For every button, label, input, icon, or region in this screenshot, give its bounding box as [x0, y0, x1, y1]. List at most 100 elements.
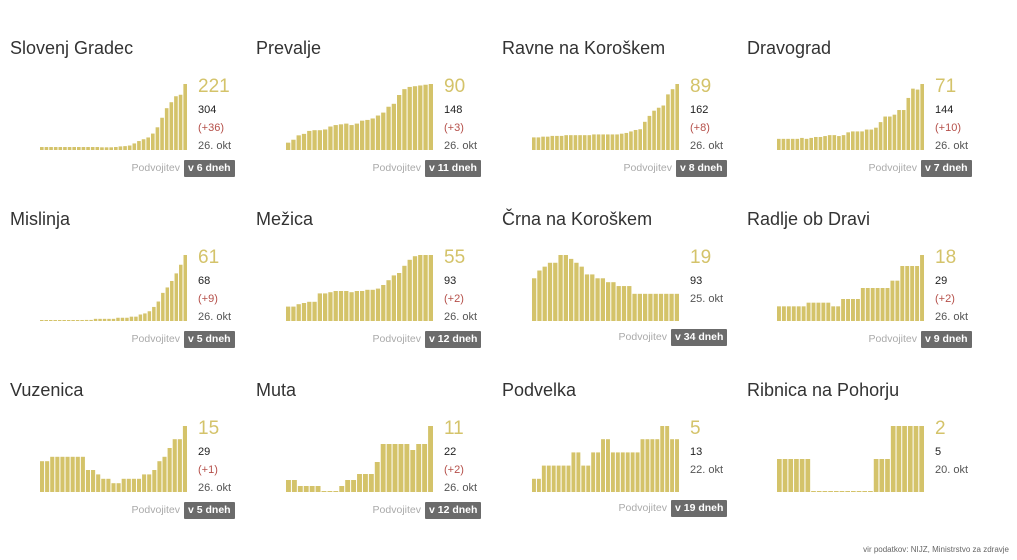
bar: [397, 273, 402, 321]
bar: [57, 320, 62, 321]
bar: [919, 426, 924, 492]
bar: [804, 138, 809, 150]
date-label: 26. okt: [690, 140, 724, 152]
bar: [855, 299, 860, 321]
bar: [407, 259, 412, 321]
bar: [338, 291, 344, 321]
bar: [647, 115, 652, 150]
doubling-label: Podvojitev: [372, 162, 421, 174]
active-cases-value: 55: [444, 247, 466, 268]
bar: [821, 302, 826, 321]
bar: [392, 444, 398, 492]
bar: [890, 426, 896, 492]
doubling-label: Podvojitev: [131, 504, 180, 516]
bar: [851, 491, 856, 492]
bar: [833, 491, 839, 492]
bar: [307, 130, 312, 150]
bar-chart: [286, 255, 433, 321]
bar: [136, 478, 142, 492]
bar: [75, 456, 80, 492]
bar: [638, 129, 642, 150]
bar: [404, 444, 410, 492]
bar: [846, 132, 850, 150]
doubling-time-badge: v 9 dneh: [921, 331, 972, 348]
bar: [296, 135, 301, 150]
bar: [915, 266, 920, 321]
bar: [107, 318, 111, 321]
bar: [412, 86, 418, 150]
bar: [170, 280, 174, 321]
total-cases-value: 13: [690, 446, 703, 458]
bar: [805, 459, 811, 492]
bar: [615, 134, 619, 150]
bar: [875, 288, 880, 321]
bar: [643, 293, 648, 321]
bar: [44, 320, 48, 321]
bar: [569, 135, 573, 150]
bar: [643, 121, 647, 150]
bar-chart: [532, 84, 679, 150]
bar: [40, 461, 45, 492]
bar: [563, 255, 568, 321]
bar: [574, 262, 579, 321]
bar: [338, 124, 344, 150]
bar: [147, 474, 152, 492]
bar: [106, 478, 111, 492]
panel-3: Dravograd 71 144 (+10) 26. okt v 7 dneh Podvoj…: [737, 0, 983, 177]
bar: [172, 439, 177, 492]
bar: [397, 95, 402, 150]
bar: [786, 138, 790, 150]
date-label: 25. okt: [690, 293, 724, 305]
panel-11: Ribnica na Pohorju 2 5 20. okt: [737, 342, 983, 513]
bar: [794, 459, 799, 492]
date-label: 26. okt: [198, 482, 232, 494]
bar: [111, 483, 116, 492]
active-cases-value: 61: [198, 247, 220, 268]
date-label: 26. okt: [935, 140, 969, 152]
bar: [809, 137, 813, 150]
bar: [118, 146, 123, 150]
bar: [317, 130, 322, 150]
bar: [365, 119, 370, 150]
bar: [55, 456, 60, 492]
bar: [309, 486, 315, 492]
bar-chart: [532, 255, 679, 321]
bar: [541, 465, 546, 492]
bar: [791, 306, 796, 321]
bar: [132, 143, 137, 150]
bar-chart: [286, 426, 433, 492]
bar: [428, 426, 433, 492]
bar: [616, 286, 621, 321]
bar: [80, 456, 85, 492]
doubling-label: Podvojitev: [131, 333, 180, 345]
bar: [800, 137, 804, 150]
bar: [536, 478, 541, 492]
bar: [595, 278, 600, 321]
bar: [104, 147, 109, 150]
bar: [827, 135, 832, 150]
bar: [134, 316, 138, 321]
bar: [596, 134, 601, 150]
bar: [878, 122, 883, 150]
panel-title: Dravograd: [747, 38, 832, 58]
bar: [883, 116, 887, 150]
bar: [592, 134, 596, 150]
panel-9: Muta 11 22 (+2) 26. okt v 12 dneh Podvojitev: [246, 342, 492, 519]
bar: [85, 470, 91, 492]
bar: [141, 139, 146, 150]
bar: [665, 426, 670, 492]
bar: [619, 133, 624, 150]
bar: [375, 288, 381, 321]
bar: [423, 255, 428, 321]
bar: [630, 452, 635, 492]
bar: [920, 255, 924, 321]
bar: [640, 439, 645, 492]
panel-2: Ravne na Koroškem 89 162 (+8) 26. okt v 8 dne…: [492, 0, 738, 177]
daily-change-value: (+1): [198, 464, 218, 476]
bar: [178, 94, 183, 150]
bar: [902, 426, 907, 492]
bar: [312, 130, 317, 150]
bar: [286, 142, 291, 150]
bar: [870, 288, 875, 321]
bar: [788, 459, 794, 492]
